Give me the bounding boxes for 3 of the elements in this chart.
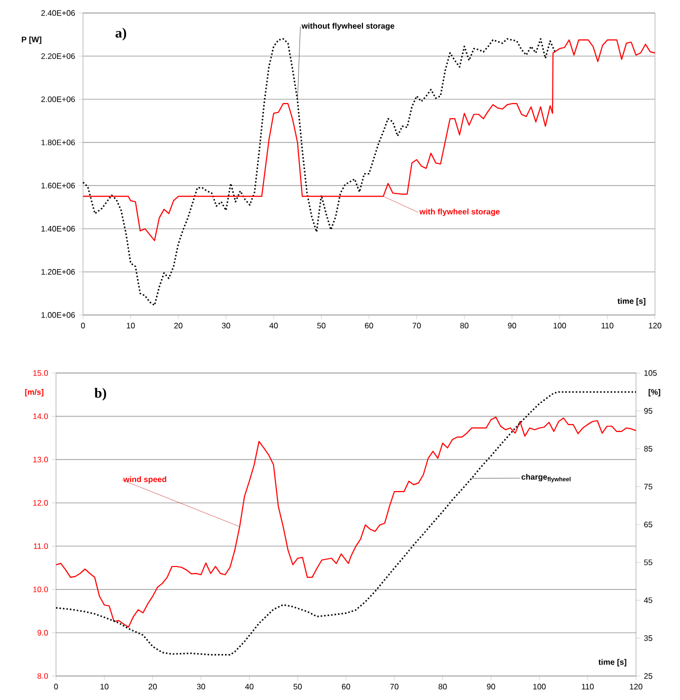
annotation: b) [94,388,106,401]
annotation: a) [116,28,126,40]
line-series [82,39,656,242]
